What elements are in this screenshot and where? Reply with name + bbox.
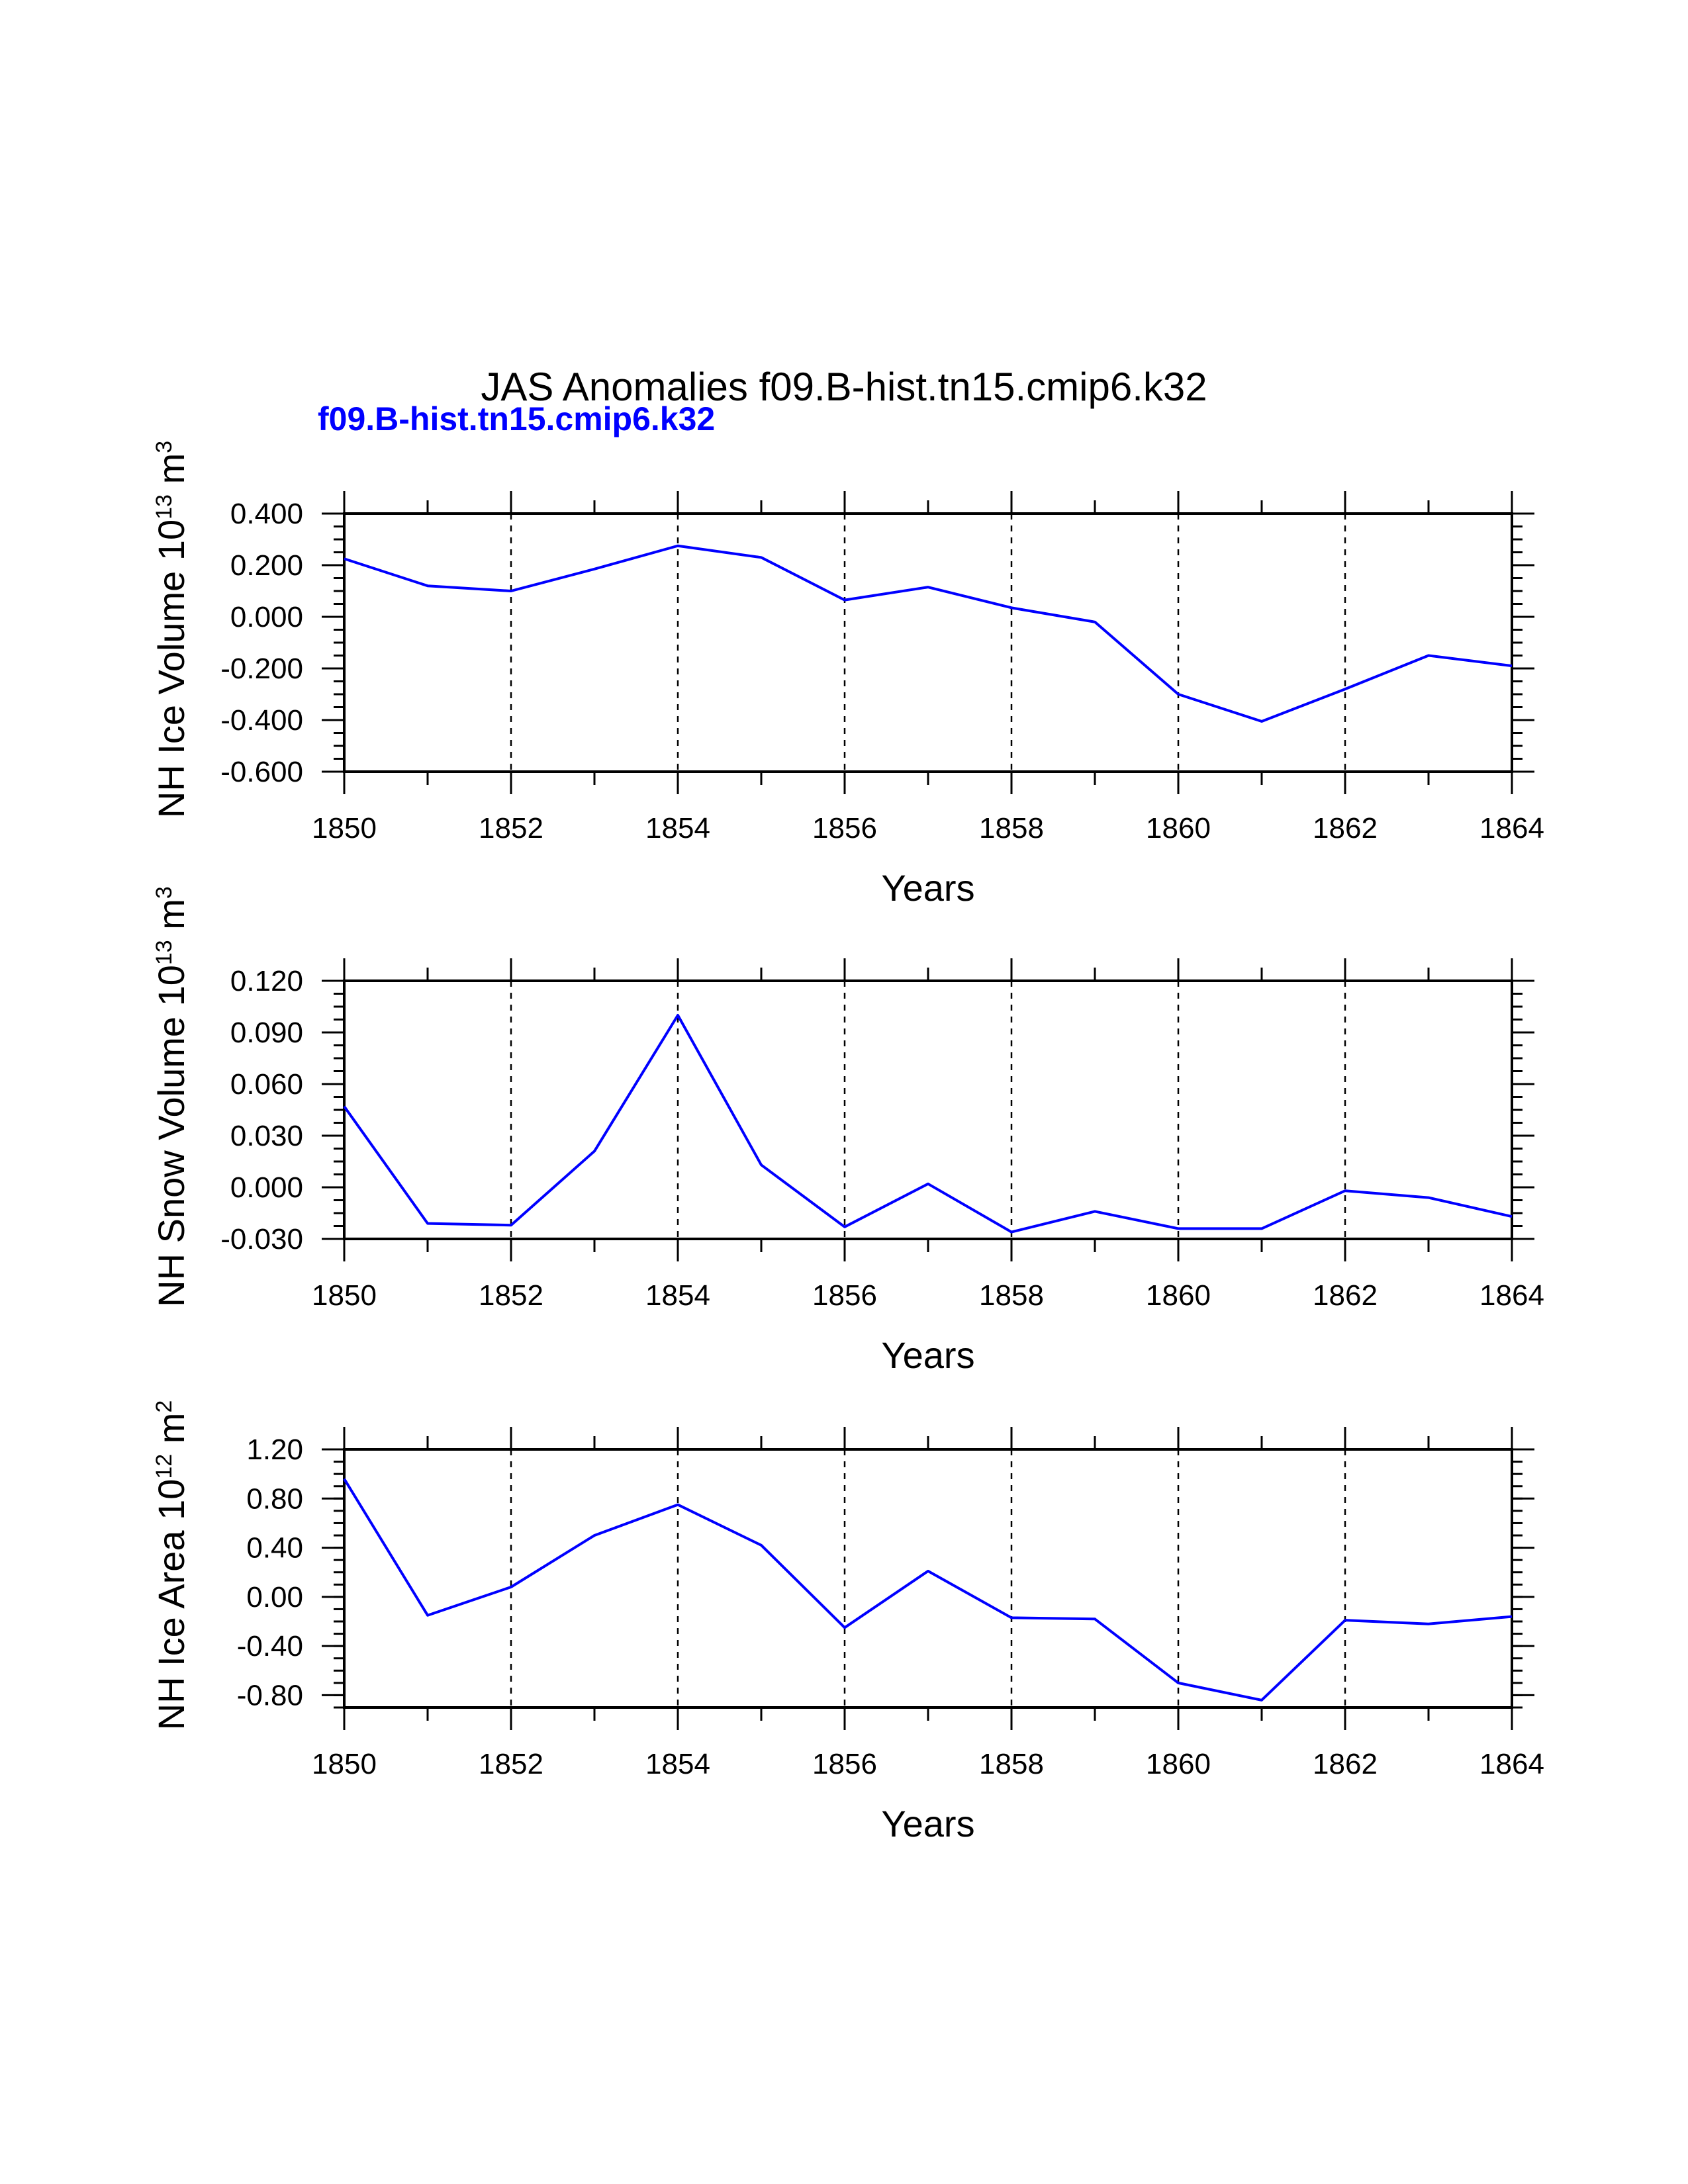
- plot-frame: [343, 512, 1513, 773]
- x-tick-label: 1864: [1479, 1279, 1544, 1312]
- x-tick-label: 1858: [979, 1279, 1044, 1312]
- y-tick-label: -0.030: [220, 1223, 303, 1255]
- x-tick-label: 1860: [1146, 1748, 1211, 1780]
- x-tick-label: 1858: [979, 812, 1044, 844]
- x-tick-label: 1852: [479, 1748, 543, 1780]
- panels: 1850 1852 1854 1856 1858 1860 1862 1864 -0.600 -0…: [150, 441, 1544, 1844]
- series-line: [344, 544, 1513, 723]
- y-tick-label: 0.030: [230, 1120, 303, 1152]
- y-tick-label: 0.80: [246, 1482, 303, 1515]
- x-tick-label: 1862: [1313, 1279, 1378, 1312]
- y-label-unit-exponent: 3: [152, 441, 177, 453]
- plot-frame: [343, 979, 1513, 1240]
- panel-2: 1850 1852 1854 1856 1858 1860 1862 1864 -0.030 0.…: [150, 886, 1544, 1376]
- y-tick-label: -0.40: [237, 1630, 303, 1662]
- y-label-text: NH Snow Volume 10: [150, 965, 192, 1307]
- y-tick-label: 0.120: [230, 965, 303, 997]
- x-tick-label: 1860: [1146, 812, 1211, 844]
- chart-title: JAS Anomalies f09.B-hist.tn15.cmip6.k32: [481, 365, 1207, 409]
- x-tick-label: 1856: [812, 1748, 877, 1780]
- x-tick-label: 1864: [1479, 812, 1544, 844]
- y-tick-label: -0.600: [220, 756, 303, 788]
- panel-3: 1850 1852 1854 1856 1858 1860 1862 1864 -0.80 -0.…: [150, 1400, 1544, 1844]
- x-tick-label: 1860: [1146, 1279, 1211, 1312]
- y-label-exponent: 13: [152, 494, 177, 520]
- y-tick-label: -0.400: [220, 704, 303, 737]
- y-label-exponent: 12: [152, 1454, 177, 1479]
- x-tick-label: 1850: [312, 1279, 377, 1312]
- y-label-exponent: 13: [152, 940, 177, 965]
- x-tick-label: 1852: [479, 812, 543, 844]
- y-label-text: NH Ice Volume 10: [150, 520, 192, 818]
- y-label-unit-exponent: 2: [152, 1400, 177, 1413]
- y-tick-label: 0.00: [246, 1581, 303, 1614]
- x-tick-label: 1854: [645, 1748, 710, 1780]
- plot-frame: [343, 1448, 1513, 1709]
- x-axis-label: Years: [881, 1803, 974, 1844]
- x-axis-label: Years: [881, 1334, 974, 1376]
- x-tick-label: 1856: [812, 1279, 877, 1312]
- series-line: [343, 1478, 1513, 1702]
- x-tick-label: 1858: [979, 1748, 1044, 1780]
- panel-1: 1850 1852 1854 1856 1858 1860 1862 1864 -0.600 -0…: [150, 441, 1544, 909]
- y-tick-label: 0.090: [230, 1017, 303, 1049]
- y-axis-label: NH Ice Area 1012 m2: [150, 1400, 192, 1731]
- x-axis-label: Years: [881, 867, 974, 909]
- case-label: f09.B-hist.tn15.cmip6.k32: [318, 400, 715, 437]
- x-tick-label: 1850: [312, 1748, 377, 1780]
- x-tick-label: 1854: [645, 1279, 710, 1312]
- y-tick-label: 1.20: [246, 1433, 303, 1466]
- y-tick-label: 0.200: [230, 549, 303, 582]
- series-line: [343, 1014, 1513, 1234]
- y-tick-label: 0.400: [230, 498, 303, 530]
- x-tick-label: 1862: [1313, 812, 1378, 844]
- y-tick-label: -0.80: [237, 1679, 303, 1711]
- y-label-unit: m: [150, 899, 192, 940]
- y-tick-label: 0.000: [230, 601, 303, 633]
- x-tick-label: 1862: [1313, 1748, 1378, 1780]
- y-label-unit-exponent: 3: [152, 886, 177, 899]
- x-tick-label: 1864: [1479, 1748, 1544, 1780]
- y-label-text: NH Ice Area 10: [150, 1479, 192, 1731]
- y-tick-label: 0.060: [230, 1068, 303, 1101]
- x-tick-label: 1850: [312, 812, 377, 844]
- y-tick-label: 0.000: [230, 1171, 303, 1204]
- y-axis-label: NH Snow Volume 1013 m3: [150, 886, 192, 1307]
- x-tick-label: 1852: [479, 1279, 543, 1312]
- y-tick-label: 0.40: [246, 1532, 303, 1565]
- y-label-unit: m: [150, 1413, 192, 1454]
- x-tick-label: 1856: [812, 812, 877, 844]
- x-tick-label: 1854: [645, 812, 710, 844]
- y-axis-label: NH Ice Volume 1013 m3: [150, 441, 192, 818]
- y-label-unit: m: [150, 453, 192, 494]
- y-tick-label: -0.200: [220, 653, 303, 685]
